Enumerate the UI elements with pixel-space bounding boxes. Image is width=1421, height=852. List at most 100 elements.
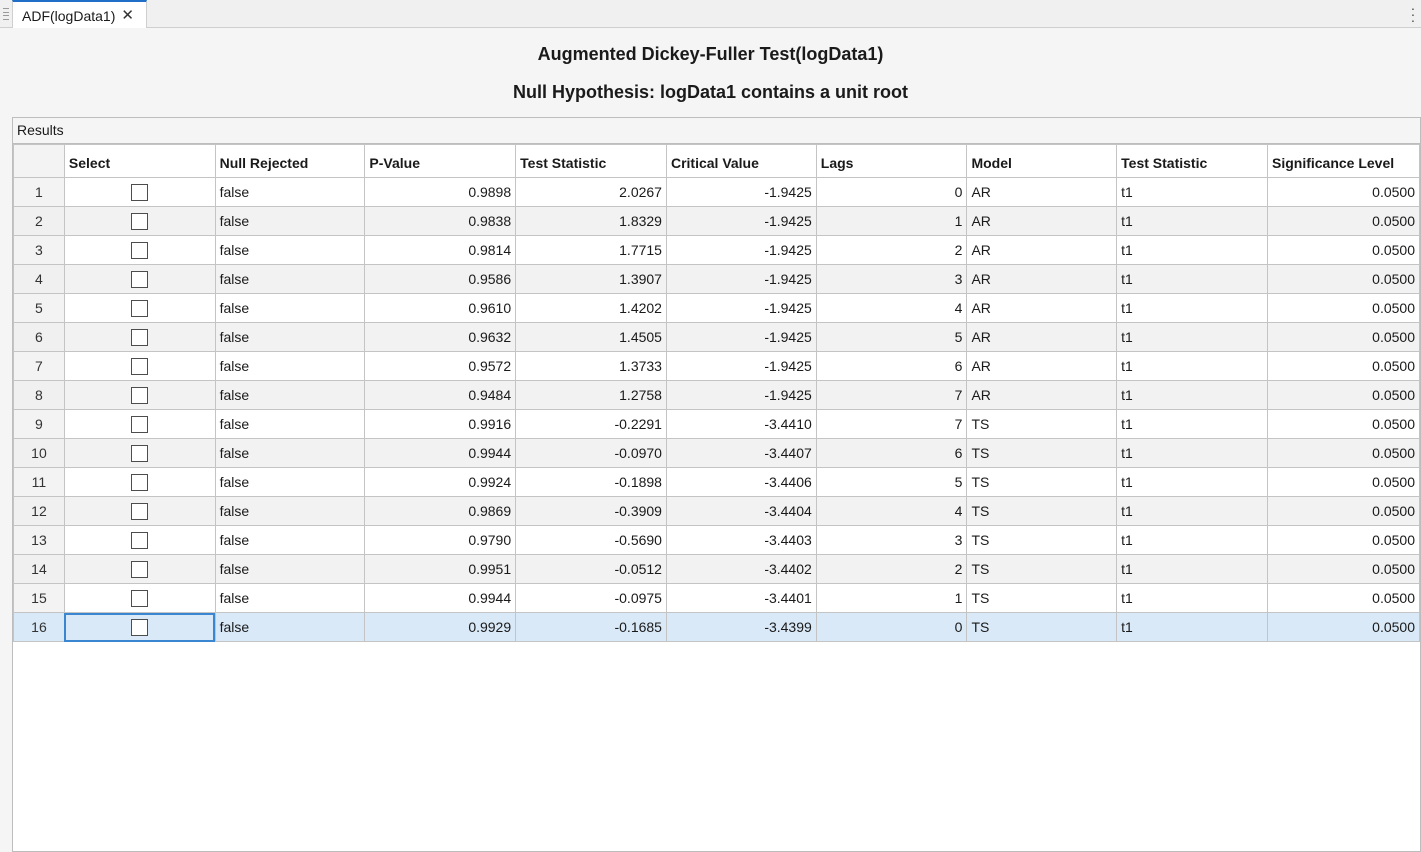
select-checkbox[interactable] xyxy=(131,270,149,288)
row-number[interactable]: 6 xyxy=(13,322,65,352)
table-row[interactable]: 5 false 0.9610 1.4202 -1.9425 4 AR t1 0.0500 xyxy=(13,293,1421,323)
test-statistic-name-cell: t1 xyxy=(1116,293,1268,323)
column-header[interactable]: Test Statistic xyxy=(515,144,667,178)
column-header[interactable]: Model xyxy=(966,144,1118,178)
select-checkbox[interactable] xyxy=(131,386,149,404)
column-header[interactable]: Significance Level xyxy=(1266,144,1421,178)
table-row[interactable]: 7 false 0.9572 1.3733 -1.9425 6 AR t1 0.0500 xyxy=(13,351,1421,381)
select-checkbox[interactable] xyxy=(131,531,149,549)
critical-value-cell: -3.4402 xyxy=(665,554,817,584)
select-cell[interactable] xyxy=(63,351,216,381)
table-row[interactable]: 8 false 0.9484 1.2758 -1.9425 7 AR t1 0.0500 xyxy=(13,380,1421,410)
test-statistic-name-cell: t1 xyxy=(1116,206,1268,236)
select-checkbox[interactable] xyxy=(131,241,149,259)
row-number[interactable]: 2 xyxy=(13,206,65,236)
test-statistic-name-cell: t1 xyxy=(1116,525,1268,555)
null-rejected-cell: false xyxy=(214,235,366,265)
table-row[interactable]: 10 false 0.9944 -0.0970 -3.4407 6 TS t1 0.0500 xyxy=(13,438,1421,468)
select-checkbox[interactable] xyxy=(131,328,149,346)
select-checkbox[interactable] xyxy=(131,502,149,520)
select-checkbox[interactable] xyxy=(131,618,149,636)
select-checkbox[interactable] xyxy=(131,473,149,491)
table-row[interactable]: 11 false 0.9924 -0.1898 -3.4406 5 TS t1 0.0500 xyxy=(13,467,1421,497)
table-row[interactable]: 14 false 0.9951 -0.0512 -3.4402 2 TS t1 0.0500 xyxy=(13,554,1421,584)
row-number[interactable]: 11 xyxy=(13,467,65,497)
significance-level-cell: 0.0500 xyxy=(1266,177,1421,207)
select-cell[interactable] xyxy=(63,496,216,526)
more-options-icon[interactable]: · · · xyxy=(1410,0,1416,28)
test-statistic-name-cell: t1 xyxy=(1116,264,1268,294)
select-checkbox[interactable] xyxy=(131,589,149,607)
row-number[interactable]: 5 xyxy=(13,293,65,323)
column-header[interactable]: Test Statistic xyxy=(1116,144,1268,178)
select-cell[interactable] xyxy=(63,293,216,323)
column-header[interactable]: Lags xyxy=(815,144,968,178)
row-number[interactable]: 9 xyxy=(13,409,65,439)
test-statistic-name-cell: t1 xyxy=(1116,322,1268,352)
row-number[interactable]: 4 xyxy=(13,264,65,294)
test-statistic-cell: -0.3909 xyxy=(515,496,667,526)
row-number[interactable]: 8 xyxy=(13,380,65,410)
column-header[interactable]: P-Value xyxy=(364,144,517,178)
row-number[interactable]: 3 xyxy=(13,235,65,265)
select-cell[interactable] xyxy=(63,322,216,352)
select-cell[interactable] xyxy=(63,583,216,613)
table-row[interactable]: 9 false 0.9916 -0.2291 -3.4410 7 TS t1 0.0500 xyxy=(13,409,1421,439)
row-number[interactable]: 16 xyxy=(13,612,65,642)
table-row[interactable]: 6 false 0.9632 1.4505 -1.9425 5 AR t1 0.0500 xyxy=(13,322,1421,352)
lags-cell: 1 xyxy=(815,206,968,236)
row-number[interactable]: 12 xyxy=(13,496,65,526)
column-header[interactable]: Critical Value xyxy=(665,144,817,178)
select-checkbox[interactable] xyxy=(131,357,149,375)
select-cell[interactable] xyxy=(63,206,216,236)
row-number[interactable]: 14 xyxy=(13,554,65,584)
table-row[interactable]: 4 false 0.9586 1.3907 -1.9425 3 AR t1 0.0500 xyxy=(13,264,1421,294)
select-cell[interactable] xyxy=(63,525,216,555)
lags-cell: 3 xyxy=(815,525,968,555)
column-header[interactable]: Select xyxy=(63,144,216,178)
table-row[interactable]: 13 false 0.9790 -0.5690 -3.4403 3 TS t1 0.0500 xyxy=(13,525,1421,555)
select-checkbox[interactable] xyxy=(131,183,149,201)
critical-value-cell: -1.9425 xyxy=(665,322,817,352)
table-row[interactable]: 15 false 0.9944 -0.0975 -3.4401 1 TS t1 0.0500 xyxy=(13,583,1421,613)
select-checkbox[interactable] xyxy=(131,444,149,462)
select-cell[interactable] xyxy=(63,380,216,410)
select-cell[interactable] xyxy=(63,554,216,584)
null-rejected-cell: false xyxy=(214,177,366,207)
tab-adf-logdata1[interactable]: ADF(logData1) ✕ xyxy=(12,0,147,29)
close-icon[interactable]: ✕ xyxy=(121,7,134,24)
p-value-cell: 0.9484 xyxy=(364,380,517,410)
select-cell[interactable] xyxy=(63,235,216,265)
null-rejected-cell: false xyxy=(214,583,366,613)
lags-cell: 6 xyxy=(815,351,968,381)
select-cell[interactable] xyxy=(63,264,216,294)
row-number[interactable]: 13 xyxy=(13,525,65,555)
select-checkbox[interactable] xyxy=(131,299,149,317)
select-cell[interactable] xyxy=(63,409,216,439)
results-table: Select Null Rejected P-Value Test Statis… xyxy=(13,144,1421,642)
table-row[interactable]: 12 false 0.9869 -0.3909 -3.4404 4 TS t1 0.0500 xyxy=(13,496,1421,526)
row-number[interactable]: 10 xyxy=(13,438,65,468)
lags-cell: 7 xyxy=(815,380,968,410)
select-checkbox[interactable] xyxy=(131,560,149,578)
table-row[interactable]: 1 false 0.9898 2.0267 -1.9425 0 AR t1 0.0500 xyxy=(13,177,1421,207)
table-row[interactable]: 2 false 0.9838 1.8329 -1.9425 1 AR t1 0.0500 xyxy=(13,206,1421,236)
table-row[interactable]: 3 false 0.9814 1.7715 -1.9425 2 AR t1 0.0500 xyxy=(13,235,1421,265)
drag-grip-icon[interactable] xyxy=(3,8,9,20)
row-number[interactable]: 7 xyxy=(13,351,65,381)
column-header[interactable]: Null Rejected xyxy=(214,144,366,178)
table-row[interactable]: 16 false 0.9929 -0.1685 -3.4399 0 TS t1 0.0500 xyxy=(13,612,1421,642)
lags-cell: 4 xyxy=(815,293,968,323)
select-checkbox[interactable] xyxy=(131,415,149,433)
select-cell[interactable] xyxy=(63,467,216,497)
select-checkbox[interactable] xyxy=(131,212,149,230)
null-rejected-cell: false xyxy=(214,322,366,352)
test-statistic-cell: 1.8329 xyxy=(515,206,667,236)
model-cell: AR xyxy=(966,206,1118,236)
lags-cell: 0 xyxy=(815,612,968,642)
select-cell[interactable] xyxy=(63,612,216,642)
row-number[interactable]: 15 xyxy=(13,583,65,613)
select-cell[interactable] xyxy=(63,177,216,207)
row-number[interactable]: 1 xyxy=(13,177,65,207)
select-cell[interactable] xyxy=(63,438,216,468)
